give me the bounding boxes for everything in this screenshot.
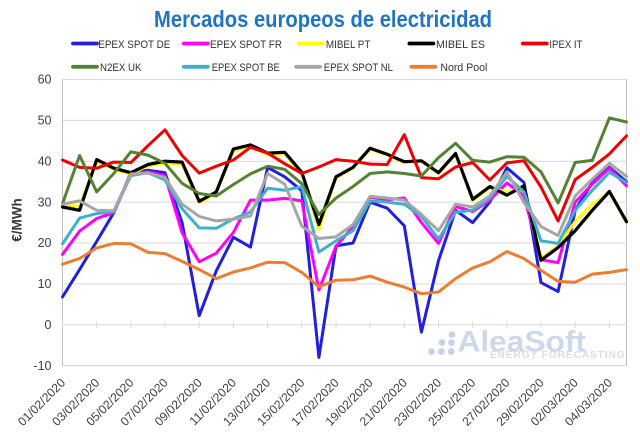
svg-text:EPEX SPOT BE: EPEX SPOT BE [212,62,280,74]
svg-text:€/MWh: €/MWh [10,198,25,242]
svg-text:20: 20 [38,236,52,250]
svg-text:AleaSoft: AleaSoft [458,326,587,359]
svg-text:MIBEL PT: MIBEL PT [326,39,371,51]
svg-text:EPEX SPOT FR: EPEX SPOT FR [210,39,282,51]
svg-text:-10: -10 [33,359,51,373]
svg-text:Mercados europeos de electrici: Mercados europeos de electricidad [154,6,492,32]
svg-text:EPEX SPOT DE: EPEX SPOT DE [98,39,170,51]
svg-text:50: 50 [38,114,52,128]
svg-text:40: 40 [38,154,52,168]
svg-text:30: 30 [38,195,52,209]
svg-text:60: 60 [38,73,52,87]
svg-text:ENERGY FORECASTING: ENERGY FORECASTING [490,350,626,361]
svg-text:0: 0 [45,318,52,332]
svg-text:10: 10 [38,277,52,291]
svg-text:EPEX SPOT NL: EPEX SPOT NL [324,62,393,74]
svg-text:IPEX IT: IPEX IT [549,39,582,51]
svg-text:MIBEL ES: MIBEL ES [436,39,485,51]
svg-text:N2EX UK: N2EX UK [100,62,142,74]
svg-text:Nord Pool: Nord Pool [440,62,487,74]
